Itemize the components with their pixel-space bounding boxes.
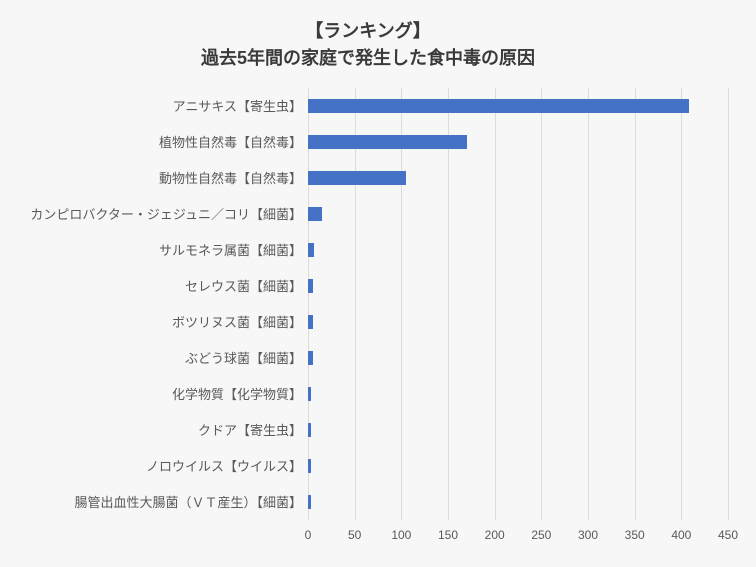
chart-container: 【ランキング】 過去5年間の家庭で発生した食中毒の原因 アニサキス【寄生虫】植物… xyxy=(0,0,756,567)
x-tick-label: 100 xyxy=(391,528,411,542)
bar xyxy=(308,171,406,185)
chart-row: 腸管出血性大腸菌（ＶＴ産生）【細菌】 xyxy=(8,484,728,520)
bar-track xyxy=(308,484,728,520)
bar-track xyxy=(308,160,728,196)
bar xyxy=(308,459,311,473)
chart-row: カンピロバクター・ジェジュニ／コリ【細菌】 xyxy=(8,196,728,232)
bar xyxy=(308,387,311,401)
y-axis-label: ぶどう球菌【細菌】 xyxy=(8,348,308,367)
bar-track xyxy=(308,340,728,376)
bar xyxy=(308,495,311,509)
y-axis-label: 腸管出血性大腸菌（ＶＴ産生）【細菌】 xyxy=(8,492,308,511)
y-axis-label: カンピロバクター・ジェジュニ／コリ【細菌】 xyxy=(8,204,308,223)
bar-track xyxy=(308,88,728,124)
bar-track xyxy=(308,124,728,160)
y-axis-label: 化学物質【化学物質】 xyxy=(8,384,308,403)
bar-track xyxy=(308,196,728,232)
chart-row: ノロウイルス【ウイルス】 xyxy=(8,448,728,484)
chart-row: 動物性自然毒【自然毒】 xyxy=(8,160,728,196)
bar-track xyxy=(308,376,728,412)
bar-track xyxy=(308,448,728,484)
chart-title-line1: 【ランキング】 xyxy=(8,18,728,45)
bar xyxy=(308,207,322,221)
x-tick-label: 250 xyxy=(531,528,551,542)
y-axis-label: クドア【寄生虫】 xyxy=(8,420,308,439)
plot-area: アニサキス【寄生虫】植物性自然毒【自然毒】動物性自然毒【自然毒】カンピロバクター… xyxy=(8,84,728,554)
chart-row: クドア【寄生虫】 xyxy=(8,412,728,448)
bar-track xyxy=(308,268,728,304)
x-tick-label: 450 xyxy=(718,528,738,542)
x-tick-label: 0 xyxy=(305,528,312,542)
x-tick-label: 200 xyxy=(485,528,505,542)
y-axis-label: 動物性自然毒【自然毒】 xyxy=(8,168,308,187)
x-tick-label: 400 xyxy=(671,528,691,542)
y-axis-label: ボツリヌス菌【細菌】 xyxy=(8,312,308,331)
x-tick-label: 350 xyxy=(625,528,645,542)
bar-track xyxy=(308,412,728,448)
y-axis-label: 植物性自然毒【自然毒】 xyxy=(8,132,308,151)
bar-track xyxy=(308,232,728,268)
y-axis-label: サルモネラ属菌【細菌】 xyxy=(8,240,308,259)
bar xyxy=(308,423,311,437)
x-tick-label: 150 xyxy=(438,528,458,542)
bar xyxy=(308,135,467,149)
chart-row: ボツリヌス菌【細菌】 xyxy=(8,304,728,340)
chart-row: ぶどう球菌【細菌】 xyxy=(8,340,728,376)
chart-title-block: 【ランキング】 過去5年間の家庭で発生した食中毒の原因 xyxy=(8,18,728,72)
chart-rows: アニサキス【寄生虫】植物性自然毒【自然毒】動物性自然毒【自然毒】カンピロバクター… xyxy=(8,88,728,520)
bar xyxy=(308,351,313,365)
chart-title-line2: 過去5年間の家庭で発生した食中毒の原因 xyxy=(8,45,728,72)
y-axis-label: ノロウイルス【ウイルス】 xyxy=(8,456,308,475)
x-tick-label: 50 xyxy=(348,528,361,542)
chart-row: 植物性自然毒【自然毒】 xyxy=(8,124,728,160)
bar xyxy=(308,243,314,257)
chart-row: 化学物質【化学物質】 xyxy=(8,376,728,412)
y-axis-label: セレウス菌【細菌】 xyxy=(8,276,308,295)
x-axis: 050100150200250300350400450 xyxy=(308,520,728,554)
chart-row: アニサキス【寄生虫】 xyxy=(8,88,728,124)
bar xyxy=(308,315,313,329)
bar-track xyxy=(308,304,728,340)
chart-row: セレウス菌【細菌】 xyxy=(8,268,728,304)
x-tick-label: 300 xyxy=(578,528,598,542)
y-axis-label: アニサキス【寄生虫】 xyxy=(8,96,308,115)
gridline xyxy=(728,88,729,520)
bar xyxy=(308,99,689,113)
bar xyxy=(308,279,313,293)
chart-row: サルモネラ属菌【細菌】 xyxy=(8,232,728,268)
